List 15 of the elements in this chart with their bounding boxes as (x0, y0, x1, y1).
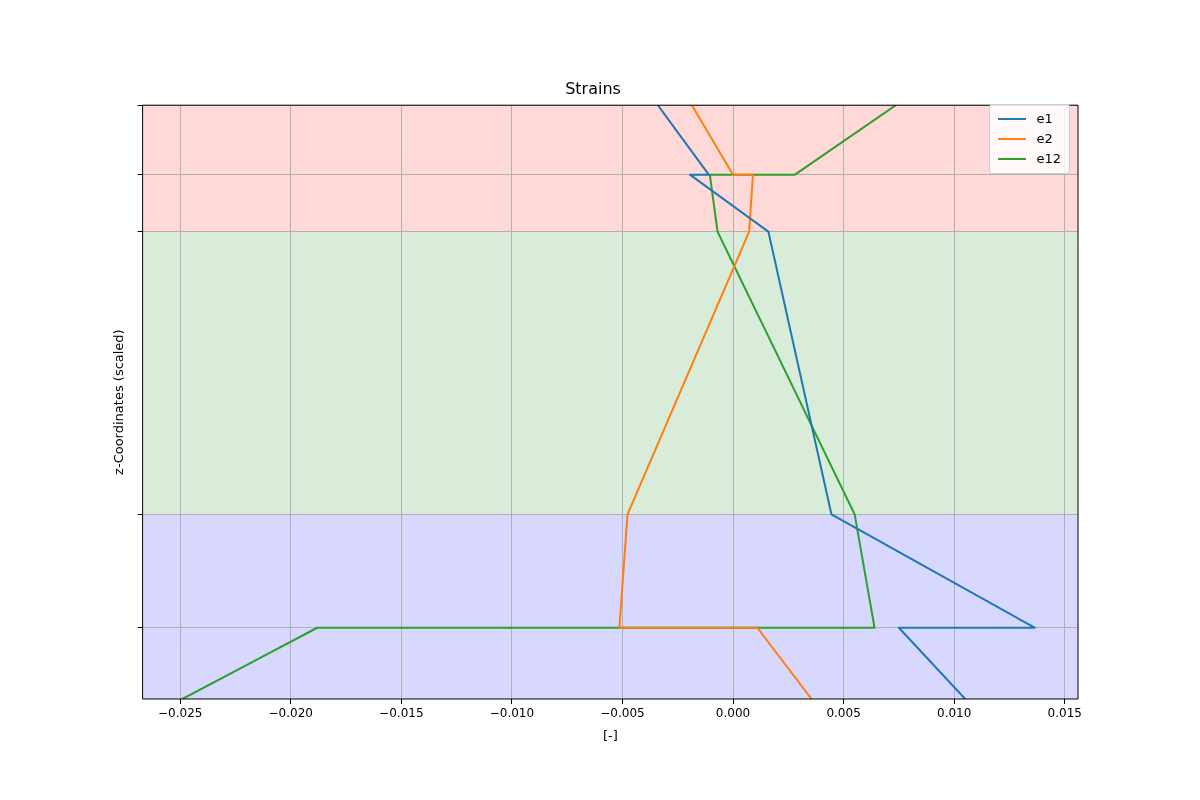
x-tick-label: −0.010 (489, 706, 535, 721)
x-tick-label: −0.005 (600, 706, 645, 721)
legend-label: e12 (1036, 150, 1061, 168)
x-axis-title: [-] (602, 727, 618, 743)
x-tick-label: 0.010 (936, 706, 972, 721)
x-tick-label: −0.020 (268, 706, 313, 721)
x-tick-label: 0.015 (1047, 706, 1082, 721)
legend-label: e2 (1036, 130, 1053, 148)
y-axis-title: z-Coordinates (scaled) (111, 329, 127, 475)
x-tick-label: −0.015 (379, 706, 424, 721)
chart-title: Strains (565, 78, 621, 98)
x-tick-label: −0.025 (157, 706, 203, 721)
x-tick-label: 0.005 (826, 706, 861, 721)
legend-label: e1 (1036, 110, 1053, 128)
x-tick-label: 0.000 (715, 706, 751, 721)
